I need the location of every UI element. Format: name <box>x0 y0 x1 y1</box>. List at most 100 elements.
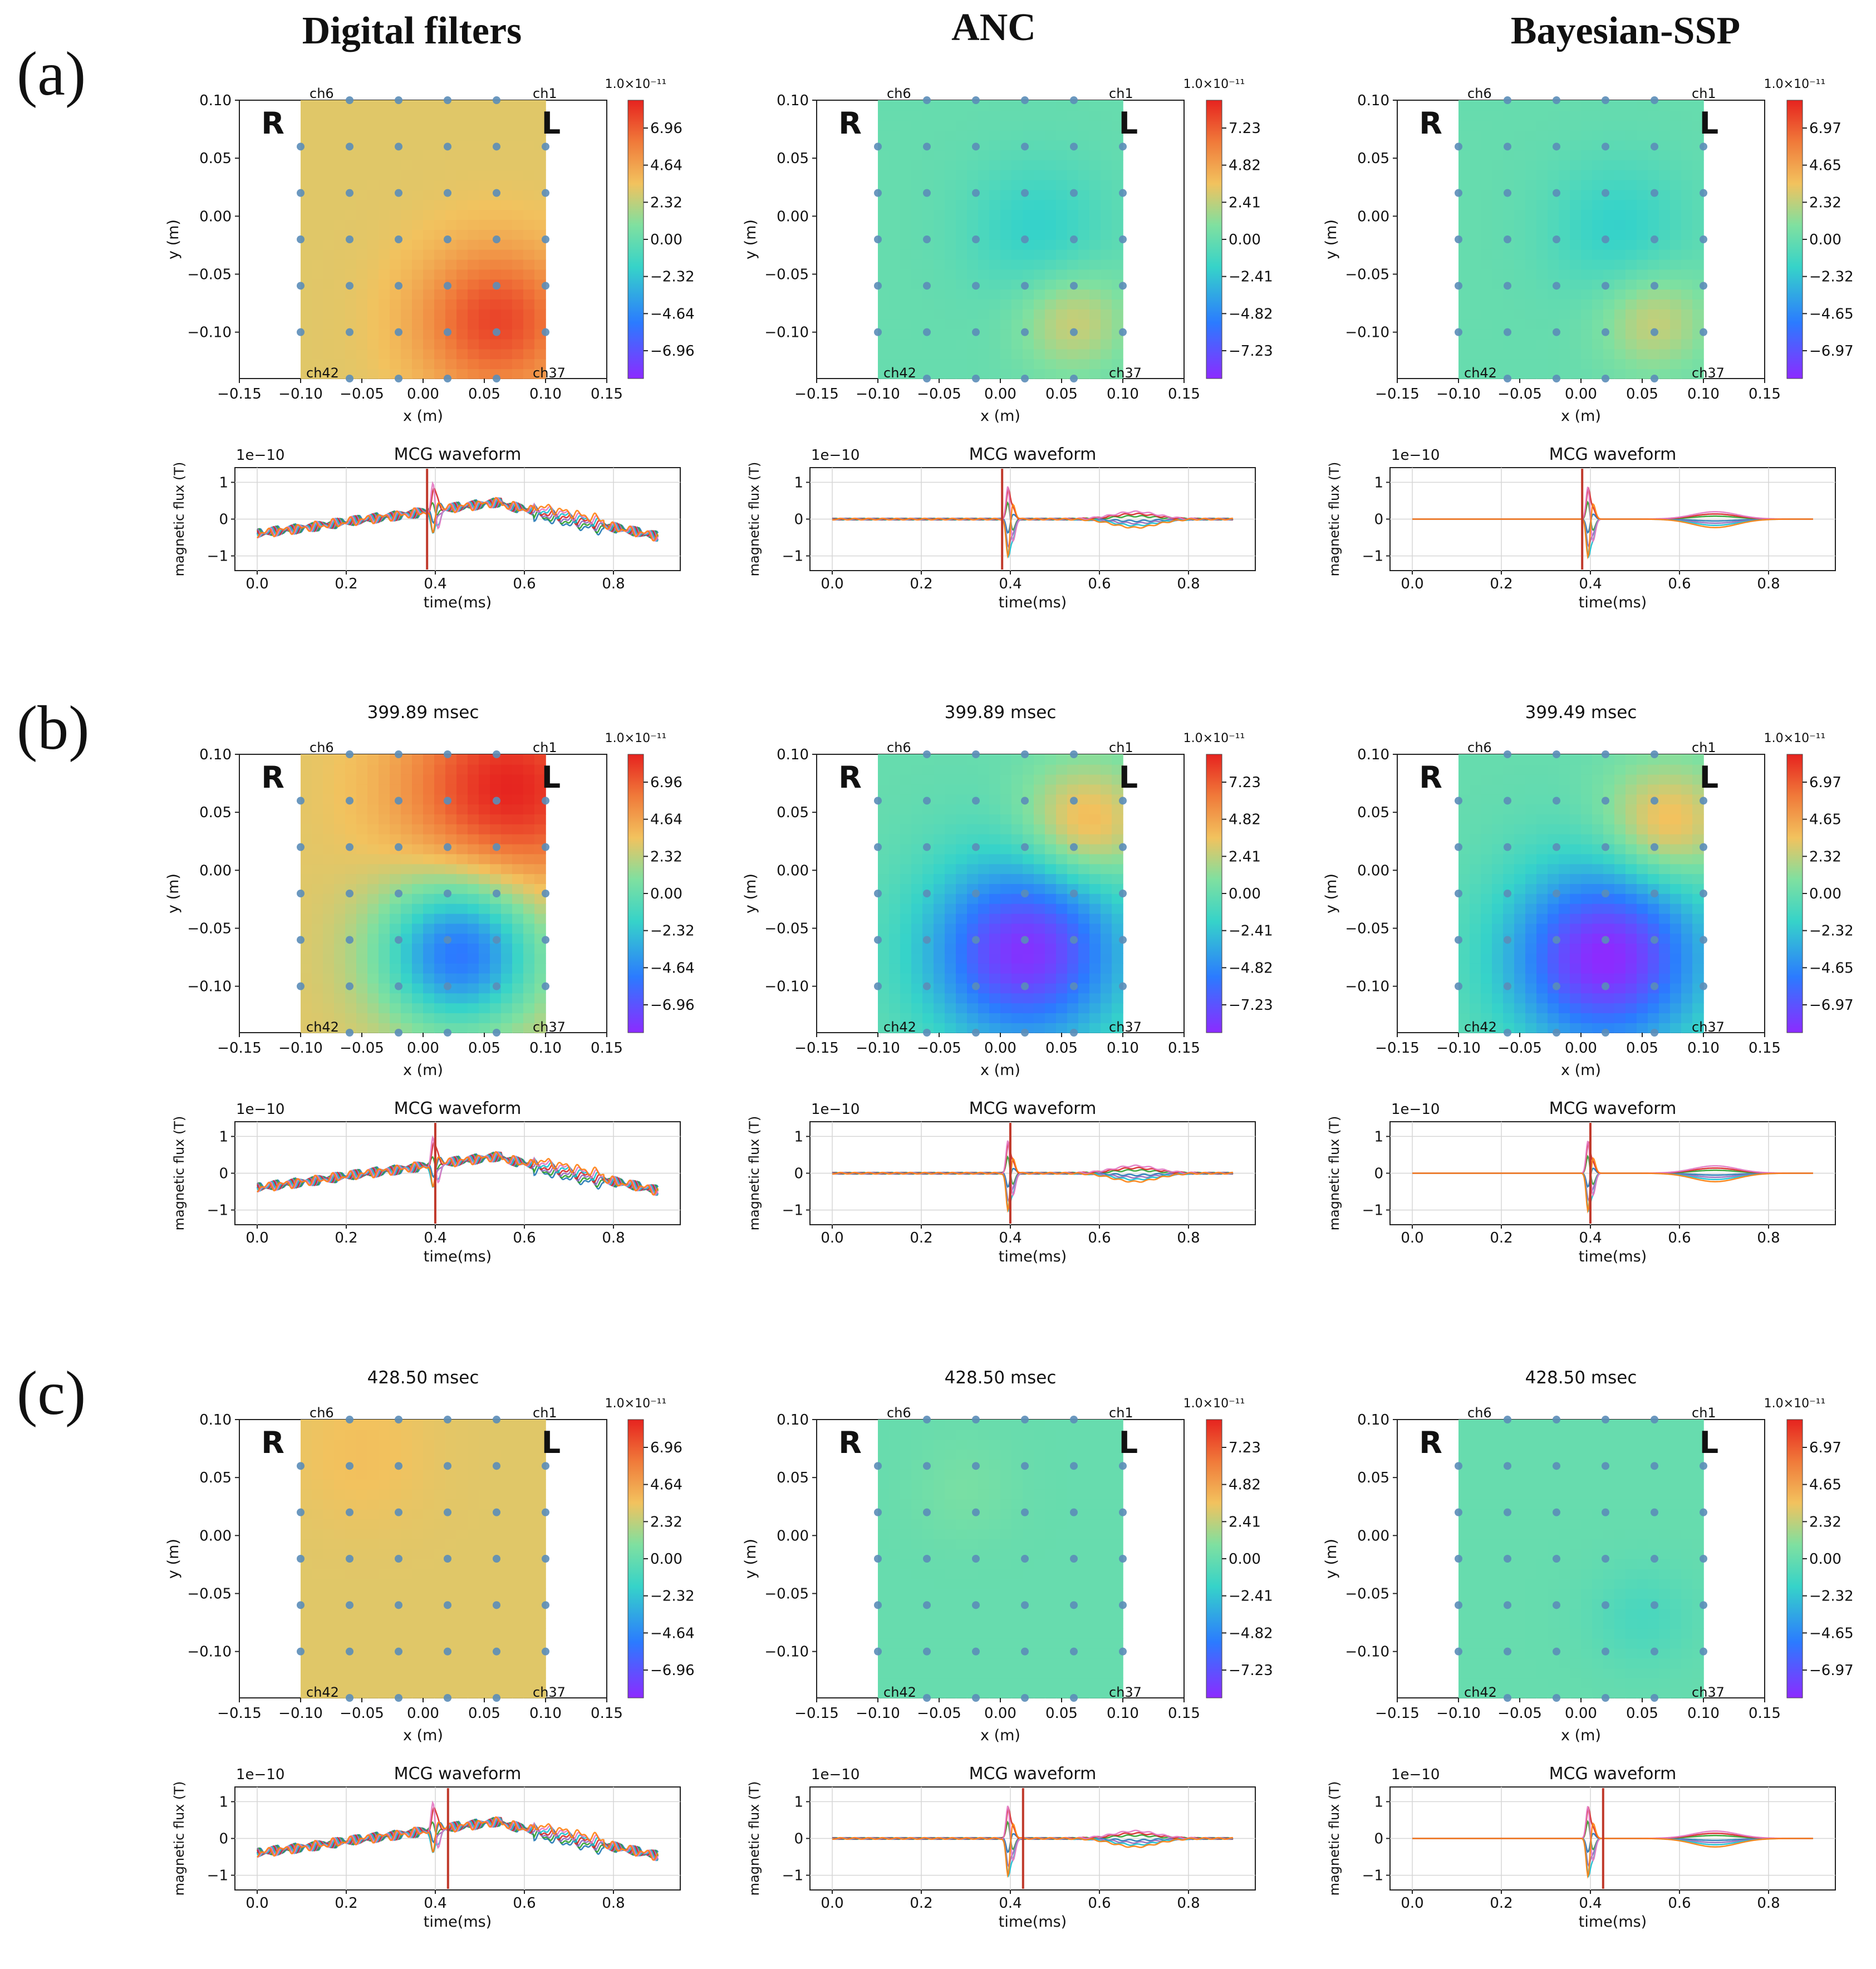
field-cell <box>1503 873 1515 884</box>
field-cell <box>1614 943 1626 954</box>
field-cell <box>1067 903 1079 914</box>
field-cell <box>490 774 502 785</box>
sensor-dot <box>1553 328 1560 336</box>
field-cell <box>479 983 490 994</box>
field-cell <box>1101 369 1112 379</box>
field-cell <box>390 814 401 824</box>
field-cell <box>967 1003 979 1014</box>
field-cell <box>445 993 457 1004</box>
field-cell <box>423 764 435 775</box>
field-cell <box>1078 784 1090 795</box>
field-cell <box>534 963 546 974</box>
field-cell <box>945 299 956 310</box>
field-cell <box>1581 973 1593 984</box>
field-cell <box>501 943 513 954</box>
field-cell <box>423 1618 435 1629</box>
field-cell <box>345 269 357 280</box>
field-cell <box>434 833 446 844</box>
field-cell <box>1570 754 1582 765</box>
field-cell <box>1470 179 1481 190</box>
field-cell <box>1648 299 1659 310</box>
field-cell <box>934 853 945 865</box>
field-cell <box>1023 913 1034 924</box>
field-cell <box>1692 269 1704 280</box>
field-cell <box>878 259 890 270</box>
field-cell <box>468 179 479 190</box>
field-cell <box>1536 269 1548 280</box>
field-cell <box>878 369 890 379</box>
field-cell <box>1637 943 1648 954</box>
field-cell <box>401 338 412 350</box>
field-cell <box>1503 299 1515 310</box>
field-cell <box>523 833 535 844</box>
field-cell <box>1458 289 1470 299</box>
field-cell <box>1056 189 1068 200</box>
sensor-dot <box>542 982 549 990</box>
field-cell <box>989 814 1001 824</box>
field-cell <box>401 953 412 964</box>
map-y-axis-label: y (m) <box>1323 219 1340 259</box>
sensor-dot <box>297 143 305 151</box>
field-cell <box>501 784 513 795</box>
field-cell <box>1481 903 1492 914</box>
field-cell <box>456 269 468 280</box>
field-cell <box>1648 269 1659 280</box>
field-cell <box>423 299 435 310</box>
field-cell <box>390 1519 401 1530</box>
sensor-dot <box>1651 235 1658 243</box>
field-cell <box>534 953 546 964</box>
field-cell <box>1592 953 1604 964</box>
field-cell <box>878 289 890 299</box>
field-cell <box>945 893 956 904</box>
field-cell <box>967 993 979 1004</box>
field-cell <box>1056 369 1068 379</box>
field-cell <box>1637 110 1648 121</box>
field-cell <box>379 1688 390 1698</box>
field-cell <box>423 804 435 814</box>
field-cell <box>1067 824 1079 834</box>
field-cell <box>356 1420 368 1430</box>
field-cell <box>1614 754 1626 765</box>
field-cell <box>479 754 490 765</box>
field-cell <box>1112 209 1123 220</box>
field-cell <box>1548 804 1559 814</box>
map-x-axis-label: x (m) <box>980 407 1020 425</box>
field-cell <box>1089 1013 1101 1023</box>
field-cell <box>989 993 1001 1004</box>
field-cell <box>1536 289 1548 299</box>
field-cell <box>468 1549 479 1559</box>
field-cell <box>889 199 901 210</box>
colorbar-exponent-label: 1.0×10⁻¹¹ <box>1764 77 1826 91</box>
field-cell <box>1470 1003 1481 1014</box>
field-cell <box>490 110 502 121</box>
field-cell <box>312 150 323 160</box>
field-cell <box>523 309 535 320</box>
field-cell <box>911 219 923 230</box>
field-cell <box>1045 348 1057 360</box>
field-cell <box>456 359 468 369</box>
field-cell <box>456 983 468 994</box>
map-x-tick-label: −0.10 <box>278 386 323 402</box>
field-cells <box>301 100 546 379</box>
field-cell <box>379 110 390 121</box>
field-cell <box>889 1003 901 1014</box>
field-cell <box>345 219 357 230</box>
field-cell <box>978 100 990 111</box>
sensor-dot <box>493 282 500 290</box>
field-cell <box>922 973 934 984</box>
field-cell <box>334 269 346 280</box>
sensor-dot <box>1504 235 1511 243</box>
field-cell <box>345 1638 357 1649</box>
field-cell <box>978 328 990 340</box>
field-cell <box>1536 150 1548 160</box>
field-cell <box>945 269 956 280</box>
field-cell <box>889 933 901 944</box>
sensor-dot <box>1651 328 1658 336</box>
field-cell <box>945 953 956 964</box>
field-cell <box>1536 883 1548 894</box>
field-cell <box>889 973 901 984</box>
field-cell <box>1034 348 1045 360</box>
field-cell <box>978 110 990 121</box>
field-cell <box>1648 833 1659 844</box>
field-cell <box>412 843 424 855</box>
